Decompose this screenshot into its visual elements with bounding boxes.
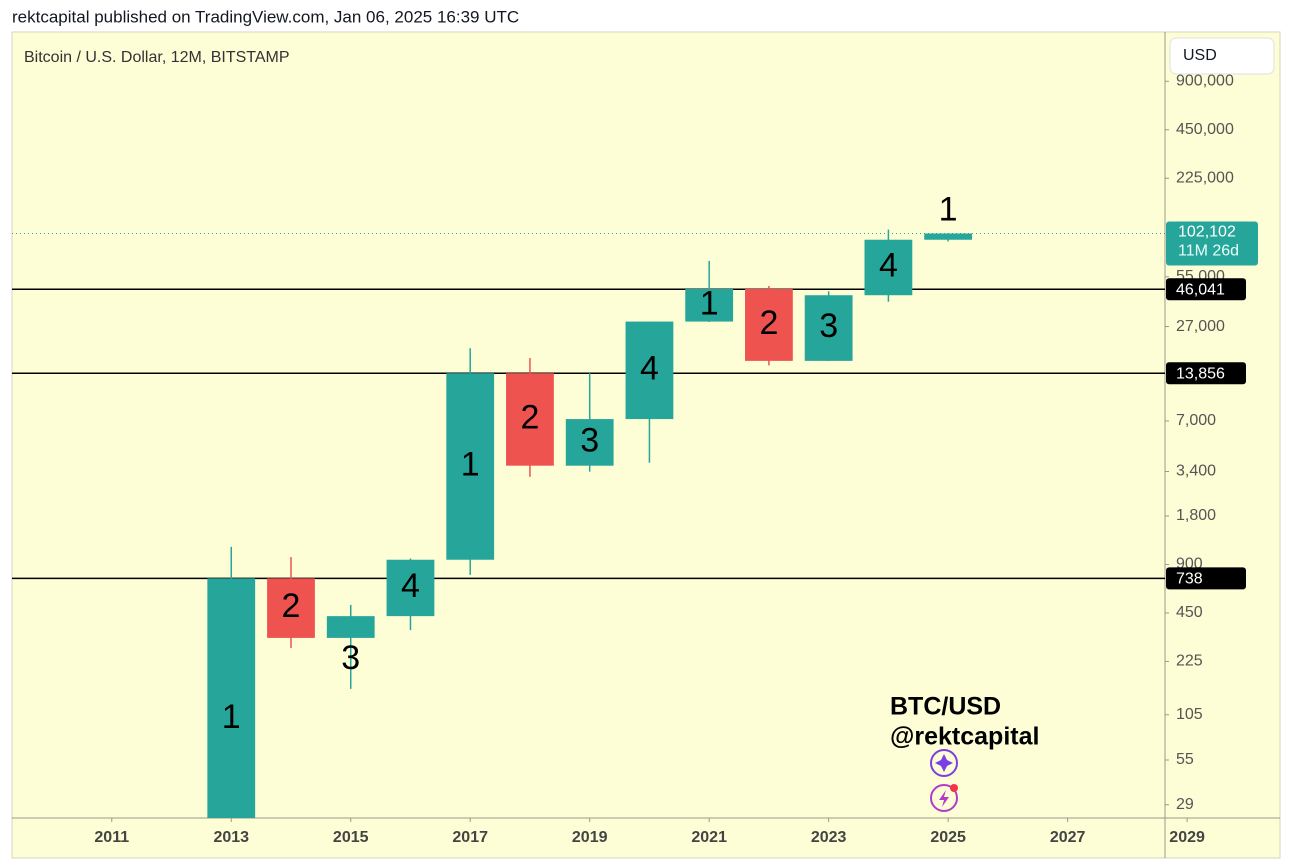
x-tick-label: 2021 (691, 829, 727, 846)
last-price-box (1166, 221, 1258, 266)
y-tick-label: 225,000 (1176, 169, 1234, 186)
icon (930, 749, 958, 777)
candle-label: 3 (341, 639, 360, 677)
level-label: 13,856 (1176, 365, 1225, 382)
watermark: @rektcapital (890, 723, 1039, 751)
y-tick-label: 27,000 (1176, 318, 1225, 335)
y-tick-label: 450,000 (1176, 121, 1234, 138)
currency-label: USD (1183, 47, 1217, 64)
candle-label: 4 (879, 246, 898, 284)
header: rektcapital published on TradingView.com… (12, 7, 519, 26)
x-tick-label: 2013 (213, 829, 249, 846)
y-tick-label: 1,800 (1176, 507, 1216, 524)
y-tick-label: 105 (1176, 706, 1203, 723)
candle-label: 4 (640, 349, 659, 387)
candle-label: 3 (580, 421, 599, 459)
candle-label: 2 (759, 304, 778, 342)
x-tick-label: 2011 (94, 829, 129, 846)
candle-body (207, 578, 256, 818)
y-tick-label: 29 (1176, 796, 1194, 813)
y-tick-label: 55 (1176, 751, 1194, 768)
x-tick-label: 2027 (1050, 829, 1086, 846)
level-label: 738 (1176, 571, 1203, 588)
candle-body (685, 288, 734, 322)
candle-body (386, 559, 435, 617)
candle-body (804, 295, 853, 361)
icon (930, 784, 958, 812)
level-label-box (1166, 567, 1246, 590)
x-tick-label: 2029 (1169, 829, 1205, 846)
icon (939, 790, 949, 807)
y-tick-label: 3,400 (1176, 463, 1216, 480)
candle-body (326, 616, 375, 638)
level-label-box (1166, 362, 1246, 385)
candle-body (625, 321, 674, 420)
x-tick-label: 2017 (452, 829, 488, 846)
candle-label: 1 (939, 190, 958, 228)
candle-label: 1 (222, 698, 241, 736)
candle-label: 3 (819, 307, 838, 345)
candle-body (924, 233, 973, 240)
candle-body (506, 373, 554, 466)
candle-body (446, 373, 495, 560)
y-tick-label: 900,000 (1176, 72, 1234, 89)
icon (950, 784, 958, 792)
plot-area: 1 2 3 4 1 2 3 4 1 2 3 4 1 (12, 190, 1165, 818)
candle-label: 1 (700, 284, 719, 322)
candle-label: 4 (401, 567, 420, 605)
x-tick-label: 2015 (333, 829, 369, 846)
chart-title: Bitcoin / U.S. Dollar, 12M, BITSTAMP (24, 49, 290, 66)
x-tick-label: 2019 (572, 829, 608, 846)
candle-body (267, 578, 315, 638)
x-tick-label: 2025 (930, 829, 966, 846)
last-price-label: 102,102 (1178, 224, 1236, 241)
candle-label: 2 (282, 587, 301, 625)
icon (935, 754, 953, 772)
chart-background (11, 31, 1281, 859)
y-tick-label: 450 (1176, 604, 1203, 621)
level-label-box (1166, 278, 1246, 301)
candle-body (565, 419, 614, 466)
countdown-label: 11M 26d (1178, 243, 1239, 260)
candle-body (864, 239, 913, 296)
level-label: 46,041 (1176, 281, 1225, 298)
candle-label: 2 (520, 398, 539, 436)
y-tick-label: 7,000 (1176, 412, 1216, 429)
currency-button[interactable] (1169, 37, 1275, 75)
watermark: BTC/USD (890, 693, 1001, 721)
candle-label: 1 (461, 445, 480, 483)
x-tick-label: 2023 (811, 829, 847, 846)
candle-body (745, 288, 793, 361)
y-tick-label: 225 (1176, 653, 1203, 670)
